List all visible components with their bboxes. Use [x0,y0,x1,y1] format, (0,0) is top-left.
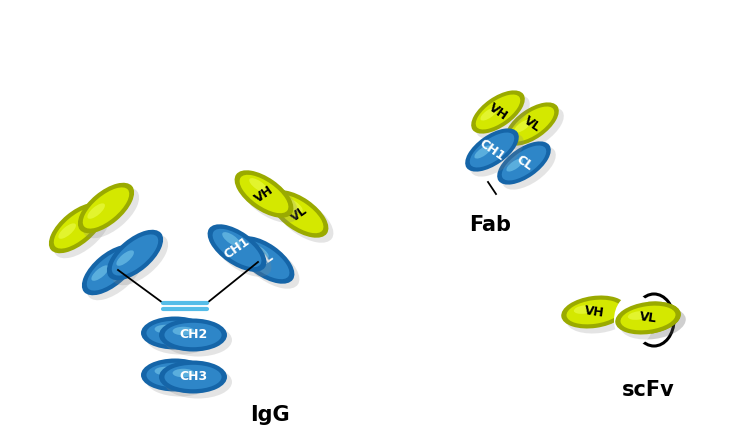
Ellipse shape [164,324,232,357]
Ellipse shape [172,327,194,335]
Ellipse shape [502,146,546,180]
Ellipse shape [159,318,227,352]
Ellipse shape [146,321,214,354]
Text: CH2: CH2 [178,329,207,341]
Ellipse shape [566,300,622,325]
Ellipse shape [116,250,134,266]
Text: CH3: CH3 [179,370,207,384]
Ellipse shape [514,119,531,133]
Ellipse shape [620,306,686,340]
Ellipse shape [54,208,110,258]
Text: scFv: scFv [622,380,674,400]
Ellipse shape [566,301,632,333]
Ellipse shape [54,207,100,249]
Ellipse shape [241,241,290,279]
Text: CL: CL [254,250,276,270]
Ellipse shape [208,224,266,272]
Ellipse shape [141,317,209,349]
Ellipse shape [87,250,143,300]
Text: VH: VH [486,101,510,123]
Ellipse shape [503,147,556,190]
Ellipse shape [620,305,676,330]
Ellipse shape [236,236,295,284]
Ellipse shape [82,245,138,295]
Ellipse shape [497,141,550,185]
Ellipse shape [212,229,272,277]
Ellipse shape [107,230,163,280]
Ellipse shape [465,128,519,172]
Text: VL: VL [638,310,658,325]
Ellipse shape [475,146,491,159]
Ellipse shape [274,195,334,243]
Ellipse shape [620,305,676,330]
Text: VL: VL [638,310,658,325]
Ellipse shape [172,369,194,377]
Ellipse shape [235,170,293,218]
Text: CH1: CH1 [477,137,507,163]
Ellipse shape [251,244,268,258]
Ellipse shape [164,365,221,389]
Text: VL: VL [288,204,310,224]
Ellipse shape [269,190,328,238]
Ellipse shape [506,159,524,171]
Ellipse shape [112,235,168,285]
Ellipse shape [87,250,134,291]
Ellipse shape [510,107,564,151]
Ellipse shape [154,367,176,375]
Ellipse shape [476,95,520,130]
Ellipse shape [241,241,299,289]
Ellipse shape [58,223,76,239]
Ellipse shape [78,183,134,233]
Ellipse shape [146,321,203,345]
Ellipse shape [470,132,514,167]
Text: Fab: Fab [469,215,511,235]
Ellipse shape [212,229,262,267]
Ellipse shape [141,358,209,392]
Text: VH: VH [252,183,276,205]
Ellipse shape [620,306,686,340]
Ellipse shape [154,325,176,333]
Ellipse shape [83,188,139,238]
Ellipse shape [164,365,232,399]
Ellipse shape [164,323,221,347]
Ellipse shape [615,301,681,334]
Ellipse shape [574,305,595,314]
Ellipse shape [249,178,268,192]
Ellipse shape [476,95,530,139]
Ellipse shape [274,195,323,233]
Text: VL: VL [521,114,543,135]
Ellipse shape [628,311,649,320]
Ellipse shape [112,234,158,276]
Ellipse shape [146,364,214,396]
Ellipse shape [159,361,227,393]
Ellipse shape [92,266,109,281]
Text: IgG: IgG [251,405,290,425]
Ellipse shape [561,296,627,329]
Ellipse shape [284,198,303,213]
Ellipse shape [471,91,525,134]
Ellipse shape [510,107,554,142]
Text: CH1: CH1 [222,234,252,262]
Ellipse shape [481,107,497,121]
Text: CL: CL [513,153,535,173]
Ellipse shape [88,203,105,219]
Ellipse shape [82,187,129,229]
Ellipse shape [614,294,654,346]
Ellipse shape [222,232,241,246]
Ellipse shape [49,203,105,253]
Text: VH: VH [584,304,604,320]
Ellipse shape [239,175,298,223]
Ellipse shape [470,133,524,177]
Ellipse shape [239,175,289,213]
Ellipse shape [615,301,681,334]
Ellipse shape [146,363,203,387]
Ellipse shape [628,311,649,320]
Ellipse shape [506,103,559,146]
